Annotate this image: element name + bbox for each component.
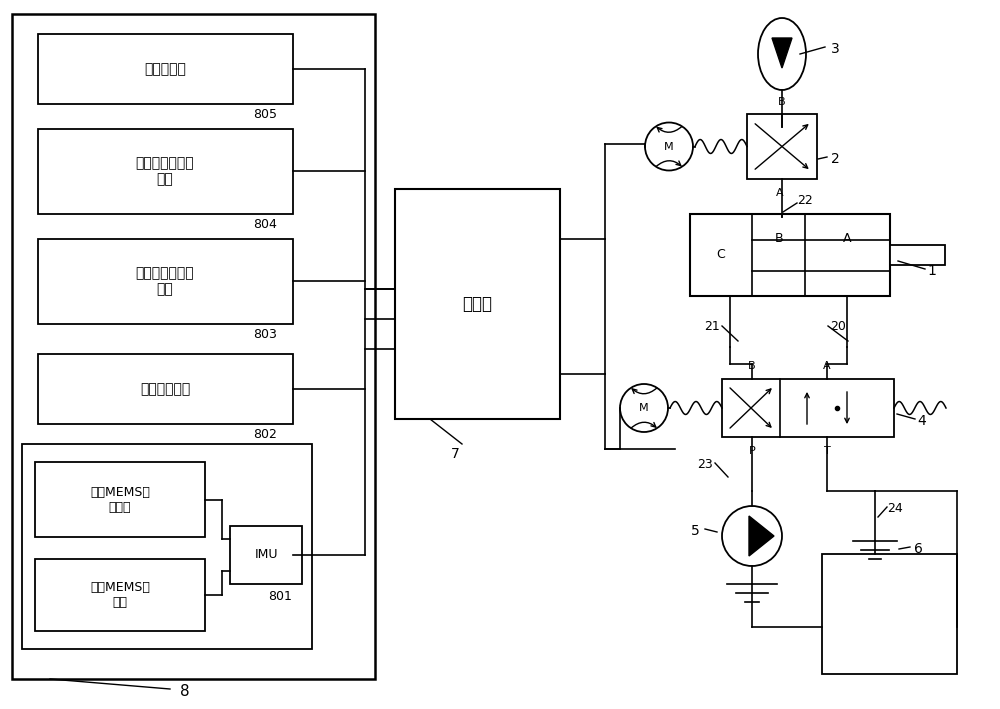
Text: 802: 802 (253, 428, 277, 440)
Circle shape (645, 123, 693, 170)
Bar (35, 462, 205, 537)
Text: 车速传感器: 车速传感器 (144, 62, 186, 76)
Text: 805: 805 (253, 108, 277, 121)
Bar (230, 526, 302, 584)
Text: 22: 22 (797, 194, 813, 208)
Text: 加速踏板位移传
感器: 加速踏板位移传 感器 (136, 156, 194, 186)
Text: A: A (843, 232, 851, 245)
Text: 21: 21 (704, 320, 720, 333)
Text: 7: 7 (451, 447, 459, 461)
Bar (22, 444, 312, 649)
Polygon shape (772, 38, 792, 68)
Text: B: B (775, 232, 783, 245)
Text: 8: 8 (180, 683, 190, 698)
Polygon shape (749, 516, 774, 556)
Bar (38, 129, 293, 214)
Bar (38, 354, 293, 424)
Text: P: P (749, 446, 755, 456)
Text: B: B (748, 361, 756, 371)
Bar (38, 239, 293, 324)
Text: 4: 4 (918, 414, 926, 428)
Circle shape (722, 506, 782, 566)
Text: 6: 6 (914, 542, 922, 556)
Bar (890, 245, 945, 265)
Bar (38, 34, 293, 104)
Text: T: T (824, 446, 830, 456)
Text: IMU: IMU (254, 549, 278, 562)
Text: 三轴MEMS陀
螺仪: 三轴MEMS陀 螺仪 (90, 581, 150, 609)
Text: 控制器: 控制器 (463, 295, 493, 313)
Ellipse shape (758, 18, 806, 90)
Text: 803: 803 (253, 328, 277, 340)
Bar (747, 114, 817, 179)
Circle shape (620, 384, 668, 432)
Text: 23: 23 (697, 457, 713, 471)
Text: C: C (717, 248, 725, 262)
Bar (690, 214, 890, 296)
Bar (35, 559, 205, 631)
Bar (395, 189, 560, 419)
Text: 801: 801 (268, 591, 292, 603)
Text: 24: 24 (887, 503, 903, 515)
Text: B: B (778, 97, 786, 107)
Text: 1: 1 (928, 264, 936, 278)
Bar (822, 554, 957, 674)
Text: 2: 2 (831, 152, 839, 166)
Bar (722, 379, 894, 437)
Text: 制动踏板位移传
感器: 制动踏板位移传 感器 (136, 266, 194, 296)
Text: 转向角传感器: 转向角传感器 (140, 382, 190, 396)
Text: A: A (823, 361, 831, 371)
Text: A: A (776, 188, 784, 198)
Text: M: M (664, 142, 674, 152)
Text: 三轴MEMS加
速度计: 三轴MEMS加 速度计 (90, 486, 150, 514)
Text: M: M (639, 403, 649, 413)
Text: 3: 3 (831, 42, 839, 56)
Bar (12, 14, 375, 679)
Text: 20: 20 (830, 320, 846, 333)
Text: 5: 5 (691, 524, 699, 538)
Text: 804: 804 (253, 218, 277, 230)
